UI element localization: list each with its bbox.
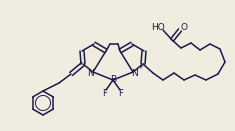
Text: O: O [180, 23, 188, 32]
Text: N: N [88, 69, 94, 78]
Text: F: F [102, 89, 107, 99]
Text: HO: HO [151, 23, 165, 31]
Text: +: + [137, 64, 143, 70]
Text: B: B [110, 75, 116, 83]
Text: F: F [119, 89, 123, 99]
Text: N: N [132, 69, 138, 78]
